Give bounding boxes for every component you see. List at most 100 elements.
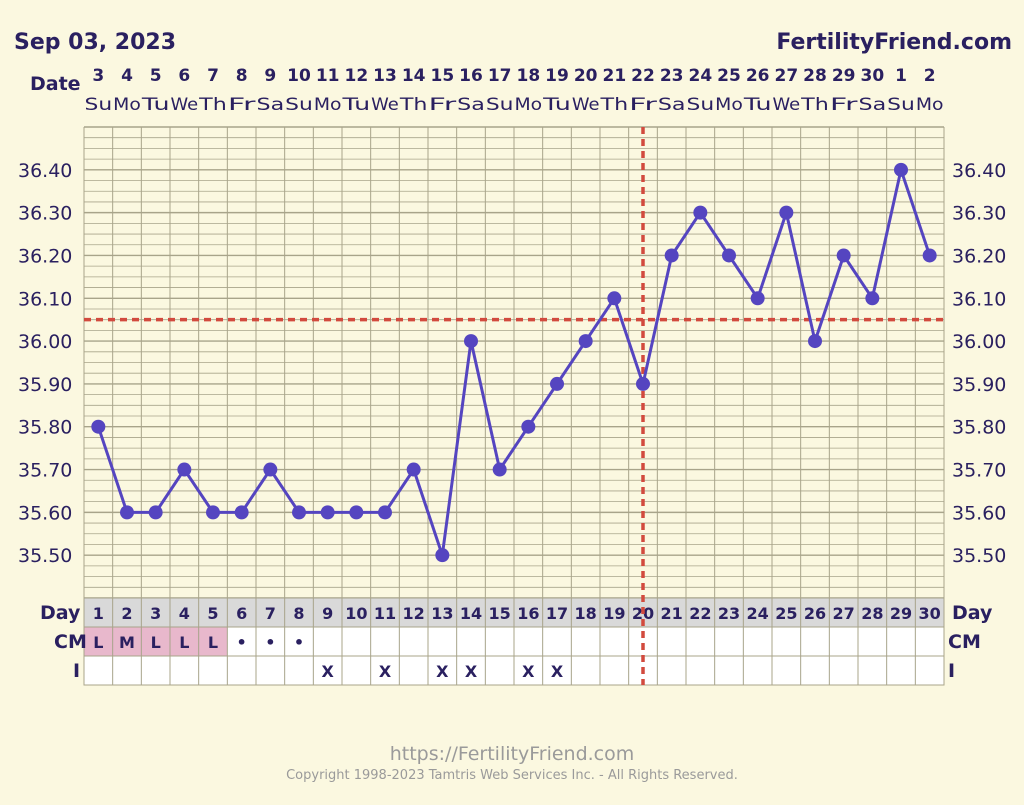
- temperature-series: [91, 162, 937, 563]
- temperature-point: [320, 505, 335, 520]
- cycle-day-label: 7: [265, 604, 276, 623]
- weekday-tick-label: Mo: [916, 95, 944, 115]
- cycle-day-label: 25: [775, 604, 797, 623]
- x-axis-header: 3 4 5 6 7 8 9 10 11 12 13 14 15 16 17 18 19 20 21 22 23 24 25 2…: [85, 66, 944, 115]
- temperature-point: [234, 505, 249, 520]
- cm-cell-value: L: [208, 633, 218, 652]
- weekday-tick-label: Su: [285, 95, 313, 115]
- weekday-tick-label: Th: [800, 95, 829, 115]
- weekday-tick-label: Mo: [715, 95, 743, 115]
- temperature-point: [263, 462, 278, 477]
- date-tick-label: 3: [92, 66, 104, 86]
- temperature-point: [636, 376, 650, 391]
- cycle-day-label: 27: [833, 604, 855, 623]
- cycle-day-label: 13: [431, 604, 453, 623]
- weekday-tick-label: Sa: [457, 95, 485, 115]
- temperature-point: [378, 505, 392, 520]
- temperature-point: [91, 419, 106, 434]
- cycle-day-label: 12: [403, 604, 425, 623]
- temperature-point: [435, 548, 450, 563]
- date-tick-label: 24: [688, 66, 712, 86]
- y-tick-label-right: 35.90: [952, 374, 1006, 396]
- date-tick-label: 23: [660, 66, 684, 86]
- temperature-point: [865, 291, 880, 306]
- cm-cell-value: •: [237, 633, 247, 652]
- cm-cell-value: L: [93, 633, 103, 652]
- temperature-point: [406, 462, 421, 477]
- temperature-point: [664, 248, 679, 263]
- weekday-tick-label: Sa: [257, 95, 285, 115]
- cycle-day-label: 9: [322, 604, 333, 623]
- weekday-tick-label: Fr: [830, 95, 858, 115]
- date-tick-label: 28: [803, 66, 827, 86]
- intercourse-cell-value: X: [379, 662, 392, 681]
- intercourse-cell-value: X: [551, 662, 564, 681]
- cycle-day-label: 3: [150, 604, 161, 623]
- date-tick-label: 22: [631, 66, 655, 86]
- intercourse-cell-value: X: [321, 662, 334, 681]
- weekday-tick-label: Tu: [542, 95, 571, 115]
- coverline-layer: [84, 127, 944, 685]
- y-tick-label-right: 36.10: [952, 288, 1006, 310]
- weekday-tick-label: Su: [687, 95, 715, 115]
- temperature-point: [206, 505, 220, 520]
- date-tick-label: 4: [121, 66, 133, 86]
- temperature-point: [148, 505, 163, 520]
- cycle-day-label: 8: [293, 604, 304, 623]
- y-tick-label-right: 36.40: [952, 160, 1006, 182]
- cycle-day-label: 4: [179, 604, 190, 623]
- y-tick-label-left: 35.80: [18, 417, 72, 439]
- temperature-point: [808, 334, 822, 349]
- y-tick-label-right: 36.30: [952, 203, 1006, 225]
- weekday-tick-label: Th: [399, 95, 428, 115]
- y-tick-label-left: 36.10: [18, 288, 72, 310]
- weekday-tick-label: Fr: [429, 95, 457, 115]
- temperature-point: [120, 505, 134, 520]
- y-tick-label-right: 36.20: [952, 245, 1006, 267]
- cycle-day-label: 23: [718, 604, 740, 623]
- temperature-point: [607, 291, 622, 306]
- i-row-label-right: I: [948, 660, 955, 682]
- temperature-point: [779, 205, 794, 220]
- weekday-tick-label: Fr: [228, 95, 256, 115]
- date-tick-label: 11: [316, 66, 340, 86]
- grid: [83, 126, 945, 599]
- date-tick-label: 16: [459, 66, 483, 86]
- date-tick-label: 2: [924, 66, 936, 86]
- temperature-point: [550, 376, 564, 391]
- date-tick-label: 5: [150, 66, 162, 86]
- date-tick-label: 10: [287, 66, 311, 86]
- cm-cell-value: L: [179, 633, 189, 652]
- date-tick-label: 8: [236, 66, 248, 86]
- weekday-tick-label: Sa: [658, 95, 686, 115]
- date-tick-label: 17: [488, 66, 512, 86]
- intercourse-cell-value: X: [436, 662, 449, 681]
- weekday-tick-label: We: [371, 95, 399, 115]
- weekday-tick-label: Tu: [341, 95, 370, 115]
- y-tick-label-left: 36.20: [18, 245, 72, 267]
- cm-highlight-cell: [198, 627, 228, 656]
- weekday-tick-label: Fr: [629, 95, 657, 115]
- weekday-tick-label: We: [572, 95, 600, 115]
- date-tick-label: 20: [574, 66, 598, 86]
- temperature-point: [894, 162, 908, 177]
- cycle-day-label: 18: [575, 604, 597, 623]
- cycle-day-label: 2: [121, 604, 132, 623]
- y-tick-label-right: 36.00: [952, 331, 1006, 353]
- weekday-tick-label: Sa: [859, 95, 887, 115]
- cm-cell-value: •: [265, 633, 275, 652]
- cm-highlight-cell: [112, 627, 142, 656]
- date-tick-label: 14: [402, 66, 426, 86]
- y-tick-label-left: 36.30: [18, 203, 72, 225]
- temperature-point: [492, 462, 507, 477]
- cycle-day-label: 19: [603, 604, 625, 623]
- day-row-label-left: Day: [40, 602, 81, 624]
- intercourse-cell-value: X: [465, 662, 478, 681]
- date-row-label: Date: [30, 73, 81, 95]
- date-tick-label: 18: [516, 66, 540, 86]
- cm-cell-value: L: [151, 633, 161, 652]
- temperature-point: [922, 248, 937, 263]
- cycle-day-label: 24: [747, 604, 769, 623]
- weekday-tick-label: We: [773, 95, 801, 115]
- i-row-label-left: I: [73, 660, 80, 682]
